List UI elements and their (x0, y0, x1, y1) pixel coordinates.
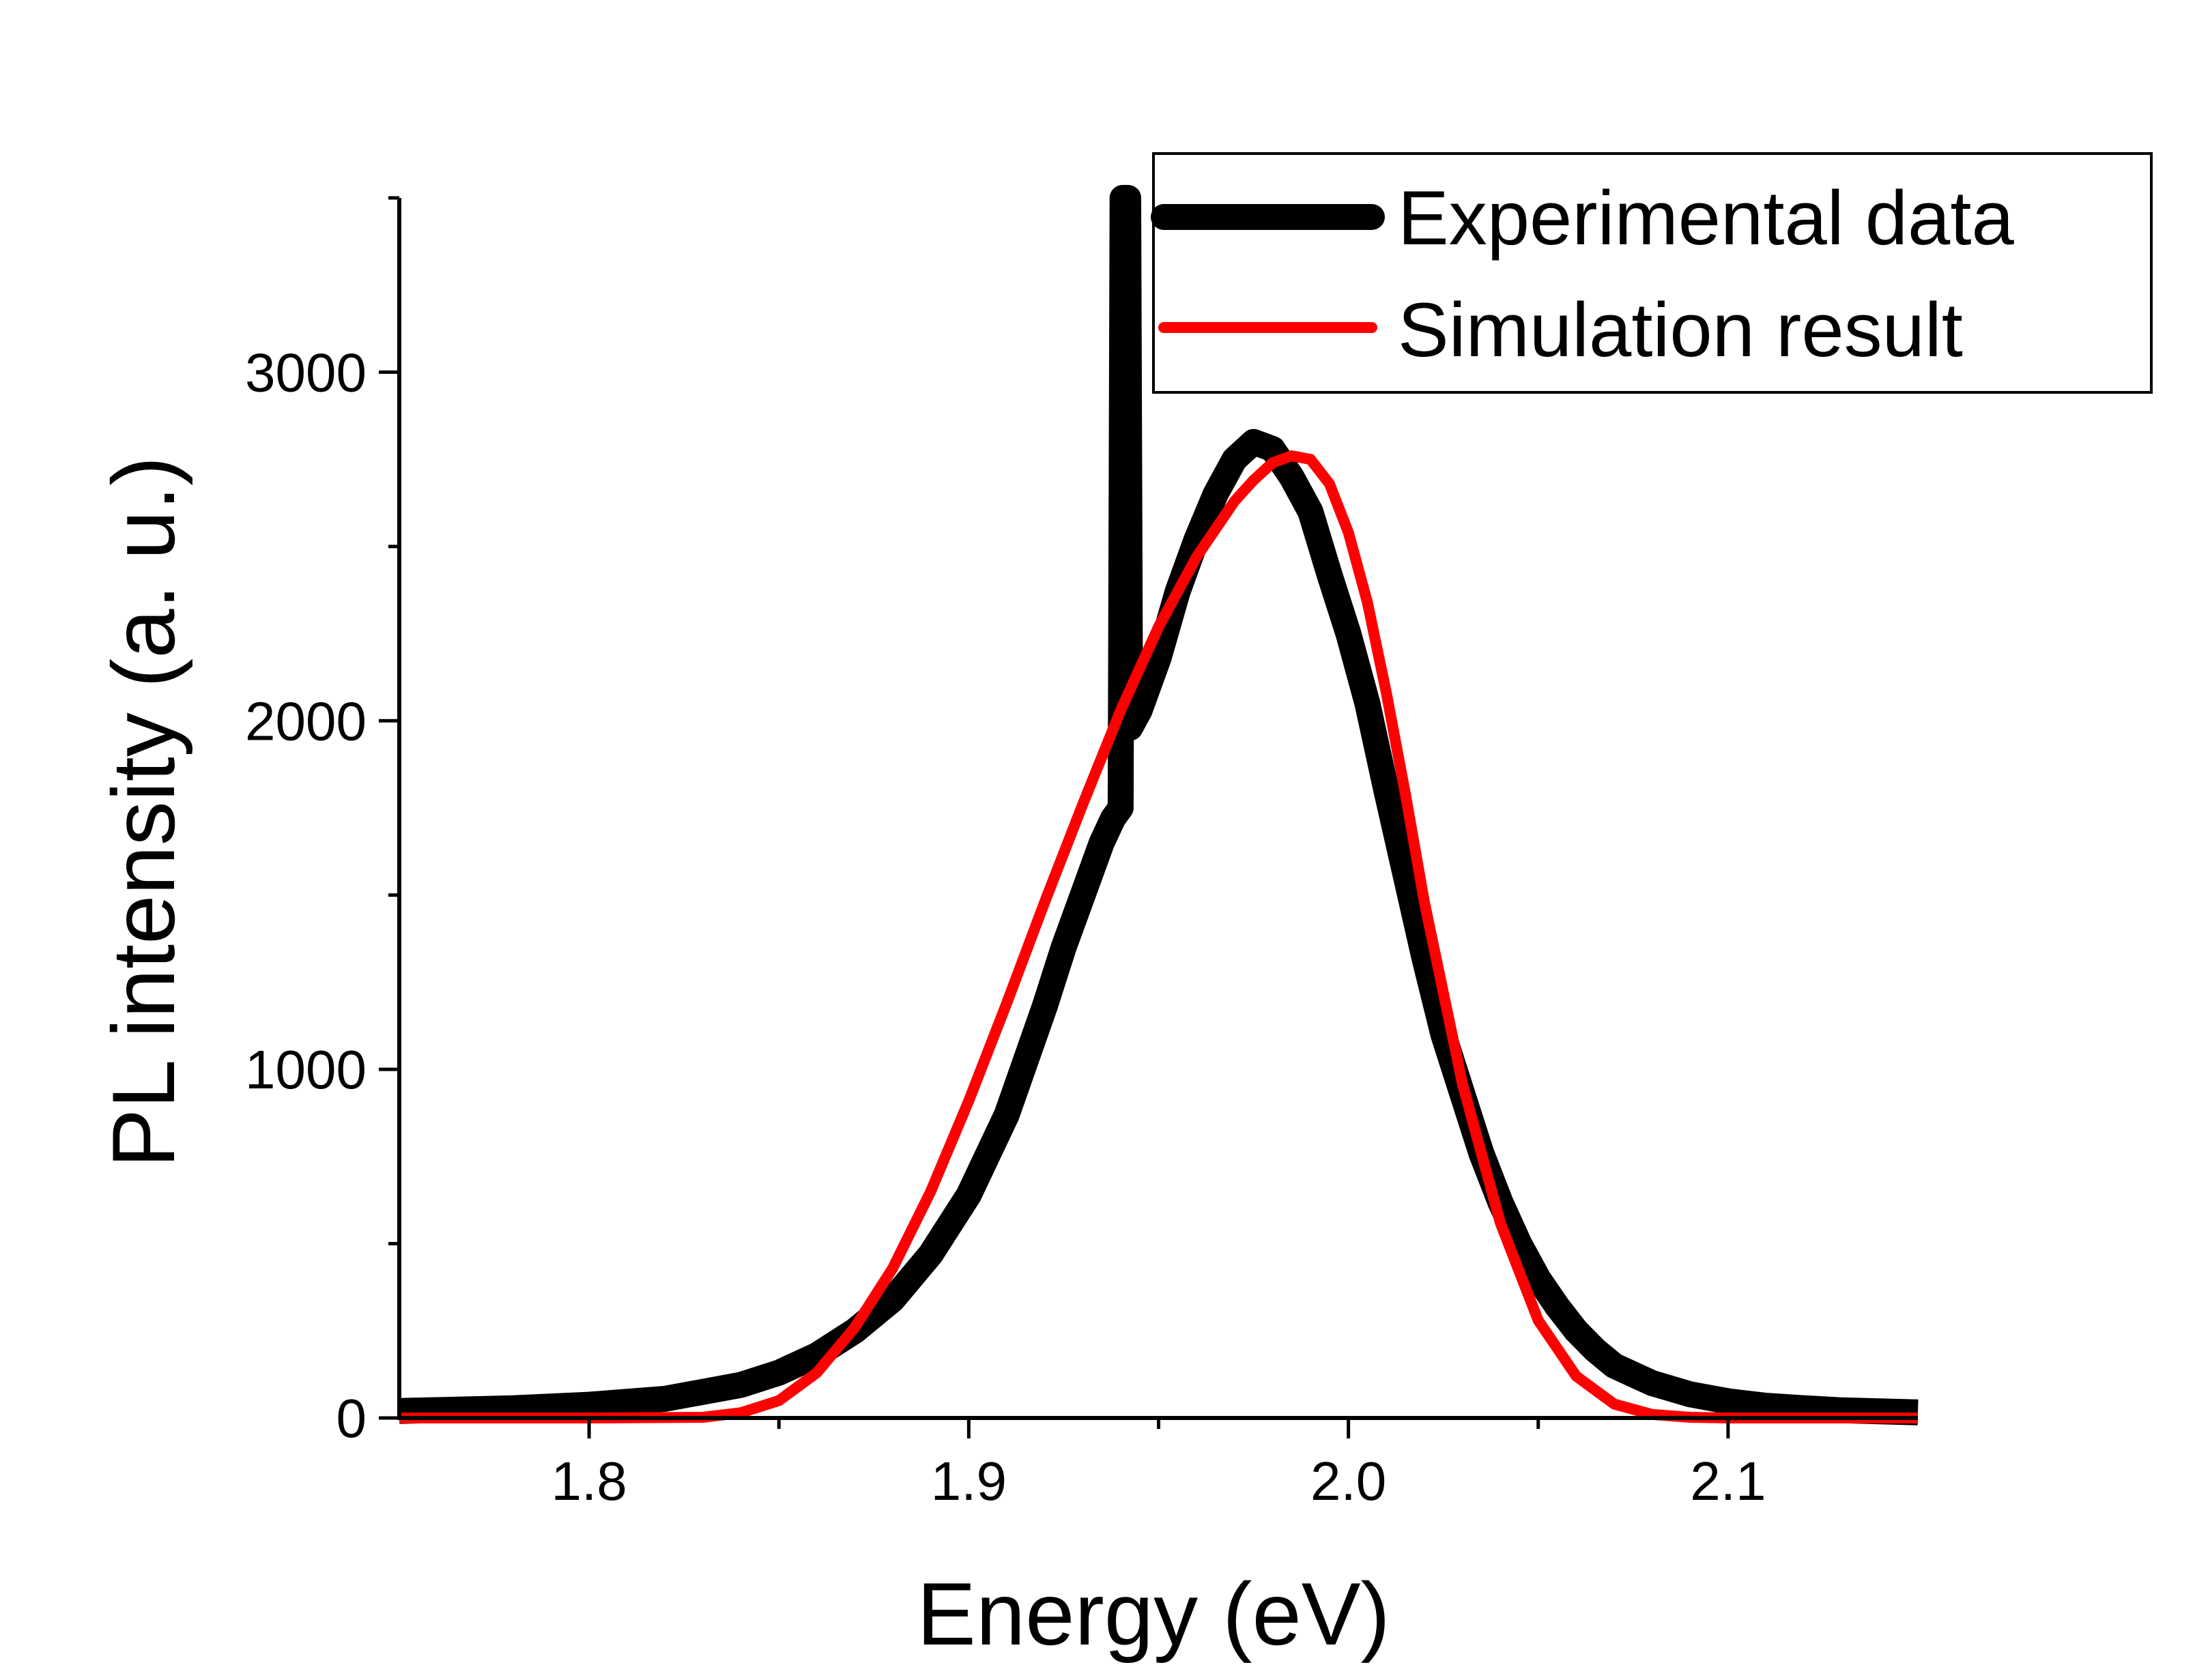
y-tick-label: 1000 (245, 1039, 367, 1100)
x-tick-label: 2.1 (1690, 1451, 1766, 1511)
series-line-simulation (399, 450, 1918, 1423)
y-tick-label: 0 (336, 1388, 367, 1449)
axes-layer: 1.8 1.9 2.0 2.1 0 1000 2000 3000 (245, 196, 1918, 1511)
x-tick-label: 1.8 (551, 1451, 627, 1511)
legend-label-experimental: Experimental data (1398, 175, 2014, 261)
y-tick-label: 3000 (245, 342, 367, 403)
y-tick-label: 2000 (245, 691, 367, 751)
y-axis-title: PL intensity (a. u.) (94, 457, 193, 1168)
series-layer (399, 185, 1919, 1425)
series-line-experimental (399, 185, 1919, 1425)
x-tick-label: 2.0 (1310, 1451, 1386, 1511)
legend: Experimental data Simulation result (1151, 152, 2153, 394)
legend-box (1152, 152, 2153, 394)
x-tick-label: 1.9 (931, 1451, 1007, 1511)
legend-label-simulation: Simulation result (1398, 287, 1963, 373)
x-axis-title: Energy (eV) (917, 1564, 1390, 1664)
